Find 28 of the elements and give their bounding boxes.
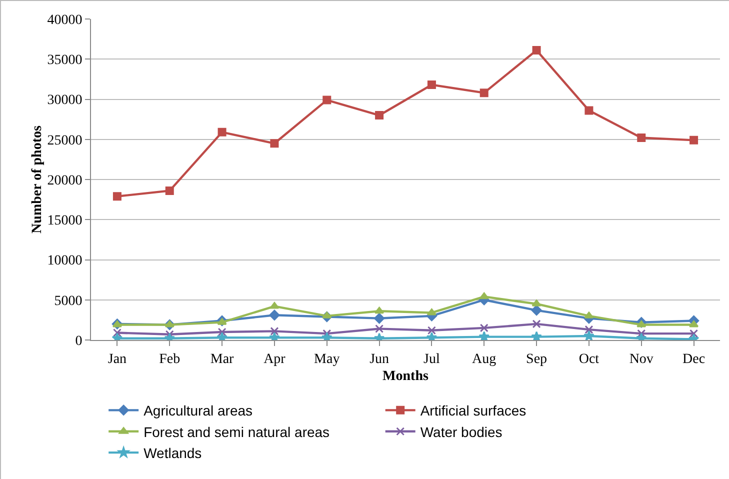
y-tick-label: 30000	[47, 93, 82, 108]
y-tick-label: 20000	[47, 173, 82, 188]
y-tick-label: 35000	[47, 53, 82, 68]
y-tick-label: 0	[75, 334, 82, 349]
legend-label: Wetlands	[144, 445, 202, 462]
x-axis-title: Months	[382, 369, 429, 384]
x-tick-label: Apr	[264, 352, 286, 367]
y-axis-title: Number of photos	[30, 125, 46, 234]
legend-label: Agricultural areas	[144, 402, 253, 419]
x-tick-label: Jun	[370, 352, 390, 367]
y-tick-label: 40000	[47, 12, 82, 28]
x-tick-label: Feb	[159, 352, 180, 367]
x-tick-label: Jul	[424, 352, 440, 367]
x-tick-label: Sep	[526, 352, 548, 367]
legend-label: Forest and semi natural areas	[144, 424, 330, 440]
legend-label: Water bodies	[420, 424, 502, 440]
x-tick-label: May	[314, 352, 340, 367]
y-tick-label: 15000	[47, 214, 82, 229]
x-tick-label: Oct	[578, 352, 600, 367]
y-tick-label: 10000	[47, 254, 82, 269]
x-tick-label: Dec	[682, 352, 706, 367]
x-tick-label: Nov	[629, 352, 654, 367]
x-tick-label: Mar	[210, 352, 234, 367]
legend-label: Artificial surfaces	[420, 402, 526, 419]
x-tick-label: Jan	[108, 352, 127, 367]
y-tick-label: 25000	[47, 133, 82, 148]
y-tick-label: 5000	[54, 294, 82, 309]
x-tick-label: Aug	[472, 352, 496, 367]
